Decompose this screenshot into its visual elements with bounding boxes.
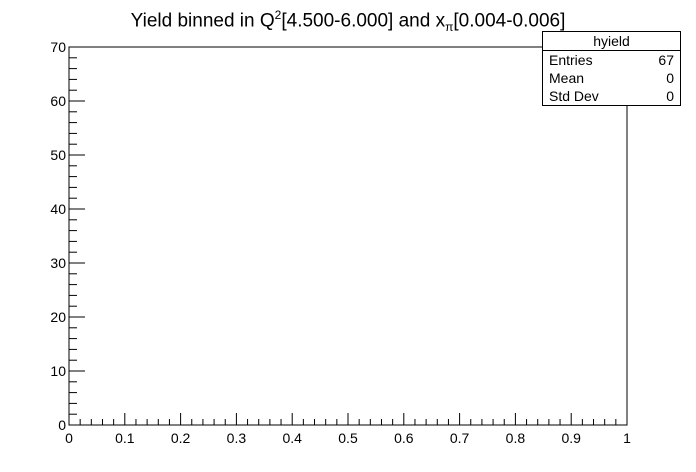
title-middle: [4.500-6.000] and x xyxy=(281,10,446,32)
title-suffix: [0.004-0.006] xyxy=(453,10,566,32)
stats-value: 0 xyxy=(666,70,674,86)
stats-row-mean: Mean 0 xyxy=(543,69,680,87)
stats-label: Mean xyxy=(549,70,585,86)
y-tick-label: 0 xyxy=(58,417,66,433)
y-tick-label: 20 xyxy=(50,309,66,325)
title-subscript: π xyxy=(445,20,454,35)
stats-label: Std Dev xyxy=(549,88,599,104)
chart-title: Yield binned in Q2[4.500-6.000] and xπ[0… xyxy=(0,8,696,34)
x-tick-label: 0.5 xyxy=(338,430,358,446)
x-tick-label: 0.2 xyxy=(171,430,191,446)
title-prefix: Yield binned in Q xyxy=(130,10,275,32)
x-tick-label: 0.3 xyxy=(227,430,247,446)
stats-box: hyield Entries 67 Mean 0 Std Dev 0 xyxy=(542,31,681,106)
stats-value: 0 xyxy=(666,88,674,104)
y-tick-label: 10 xyxy=(50,363,66,379)
title-superscript: 2 xyxy=(274,8,282,22)
y-tick-label: 60 xyxy=(50,93,66,109)
x-tick-label: 1 xyxy=(623,430,631,446)
x-tick-label: 0.1 xyxy=(115,430,135,446)
stats-row-stddev: Std Dev 0 xyxy=(543,87,680,105)
x-axis: 0 0.1 0.2 0.3 0.4 0.5 0.6 0.7 0.8 0.9 1 xyxy=(65,413,631,446)
y-tick-label: 40 xyxy=(50,201,66,217)
x-tick-label: 0.6 xyxy=(394,430,414,446)
stats-label: Entries xyxy=(549,52,593,68)
x-tick-label: 0.9 xyxy=(561,430,581,446)
y-axis: 0 10 20 30 40 50 60 70 xyxy=(50,39,85,433)
y-tick-label: 30 xyxy=(50,255,66,271)
stats-row-entries: Entries 67 xyxy=(543,51,680,69)
x-tick-label: 0 xyxy=(65,430,73,446)
stats-title: hyield xyxy=(543,32,680,51)
x-tick-label: 0.7 xyxy=(450,430,470,446)
x-tick-label: 0.4 xyxy=(282,430,302,446)
y-tick-label: 50 xyxy=(50,147,66,163)
y-tick-label: 70 xyxy=(50,39,66,55)
x-tick-label: 0.8 xyxy=(506,430,526,446)
stats-value: 67 xyxy=(658,52,674,68)
